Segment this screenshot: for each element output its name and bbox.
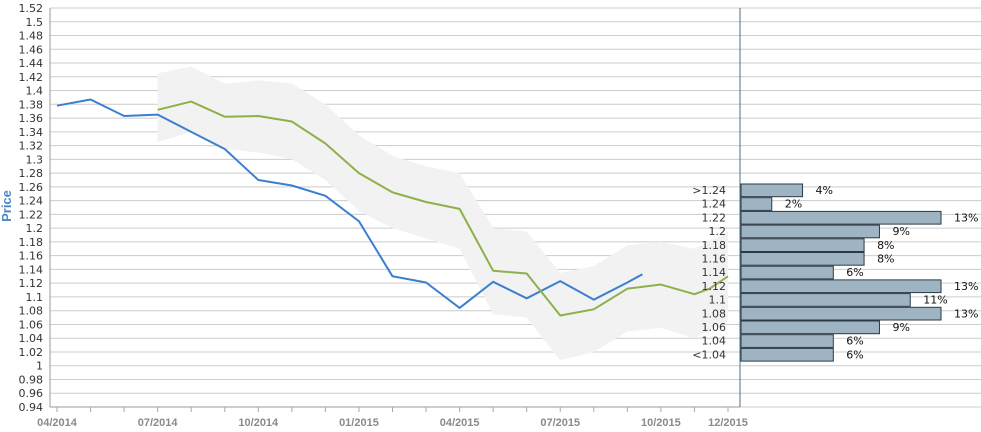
histogram-value-label: 13%: [954, 280, 978, 293]
histogram-bar: [740, 334, 834, 348]
y-tick-label: 1.46: [19, 43, 44, 56]
histogram-value-label: 4%: [816, 184, 833, 197]
y-tick-label: 1.34: [19, 126, 44, 139]
histogram-value-label: 6%: [846, 266, 863, 279]
histogram-bar: [740, 252, 865, 266]
histogram-bar: [740, 265, 834, 280]
x-tick-label: 07/2015: [540, 417, 580, 429]
forecast-confidence-band: [157, 66, 728, 361]
histogram-bar: [740, 347, 834, 362]
histogram-value-label: 8%: [877, 253, 894, 266]
y-tick-label: 1.12: [19, 277, 44, 290]
histogram-bar: [740, 197, 773, 211]
histogram-value-label: 11%: [923, 294, 947, 307]
histogram-category-label: >1.24: [692, 184, 726, 197]
histogram-value-label: 6%: [846, 335, 863, 348]
y-tick-label: 1.06: [19, 318, 44, 331]
y-tick-label: 1.5: [26, 16, 44, 29]
y-tick-label: 1.16: [19, 250, 44, 263]
histogram-value-label: 8%: [877, 239, 894, 252]
y-tick-label: 1.28: [19, 167, 44, 180]
x-tick-label: 07/2014: [138, 417, 179, 429]
histogram-category-label: 1.22: [702, 211, 727, 224]
y-tick-label: 0.96: [19, 387, 44, 400]
histogram-category-label: 1.12: [702, 280, 727, 293]
y-tick-label: 1.38: [19, 98, 44, 111]
histogram-category-label: 1.14: [702, 266, 727, 279]
y-tick-label: 1.1: [26, 291, 44, 304]
y-tick-label: 1.2: [26, 222, 44, 235]
histogram-category-label: 1.04: [702, 335, 727, 348]
histogram-value-label: 9%: [892, 225, 909, 238]
histogram-category-label: 1.08: [702, 307, 727, 320]
historical-series-line: [56, 98, 643, 309]
y-tick-label: 1.02: [19, 346, 44, 359]
histogram-bar: [740, 279, 942, 294]
histogram-category-label: 1.18: [702, 239, 727, 252]
histogram-bar: [740, 210, 942, 225]
histogram-value-label: 13%: [954, 307, 978, 320]
y-tick-label: 0.94: [19, 401, 44, 414]
y-tick-label: 1.24: [19, 195, 44, 208]
axes: [49, 8, 741, 412]
x-tick-label: 10/2014: [238, 417, 279, 429]
histogram-bar: [740, 320, 880, 335]
x-tick-label: 04/2014: [37, 417, 78, 429]
histogram-bar: [740, 293, 911, 307]
histogram-value-label: 9%: [892, 321, 909, 334]
histogram-category-label: 1.06: [702, 321, 727, 334]
y-tick-label: 1.22: [19, 208, 44, 221]
y-tick-label: 1.36: [19, 112, 44, 125]
y-tick-label: 0.98: [19, 373, 44, 386]
y-tick-label: 1.48: [19, 30, 44, 43]
y-tick-label: 1.42: [19, 71, 44, 84]
histogram-category-label: 1.24: [702, 198, 727, 211]
histogram-value-label: 6%: [846, 348, 863, 361]
y-tick-label: 1.18: [19, 236, 44, 249]
y-tick-label: 1: [36, 360, 43, 373]
x-tick-label: 12/2015: [708, 417, 748, 429]
y-tick-label: 1.52: [19, 2, 44, 15]
x-tick-label: 04/2015: [440, 417, 480, 429]
histogram-category-label: <1.04: [692, 348, 726, 361]
forecast-band: [157, 66, 728, 361]
y-tick-label: 1.44: [19, 57, 44, 70]
y-tick-label: 1.14: [19, 263, 44, 276]
x-tick-label: 10/2015: [641, 417, 681, 429]
histogram-category-label: 1.1: [709, 294, 727, 307]
y-tick-label: 1.26: [19, 181, 44, 194]
y-axis-label: Price: [0, 190, 14, 222]
histogram-category-label: 1.2: [709, 225, 727, 238]
histogram: >1.24 4% 1.24 2% 1.22 13% 1.2 9% 1.18 8% 1.16 8% 1.1…: [692, 183, 978, 362]
histogram-value-label: 2%: [785, 198, 802, 211]
histogram-bar: [740, 183, 804, 198]
y-tick-label: 1.08: [19, 305, 44, 318]
y-tick-label: 1.3: [26, 153, 44, 166]
y-tick-label: 1.04: [19, 332, 44, 345]
histogram-value-label: 13%: [954, 211, 978, 224]
histogram-bar: [740, 306, 942, 321]
x-tick-labels: 04/2014 07/2014 10/2014 01/2015 04/2015 07/20…: [37, 417, 748, 429]
y-tick-label: 1.32: [19, 140, 44, 153]
series-lines: [56, 98, 729, 317]
forecast-series-line: [157, 100, 729, 317]
y-tick-labels: 0.940.960.9811.021.041.061.081.11.121.14…: [19, 2, 44, 414]
histogram-category-label: 1.16: [702, 253, 727, 266]
x-tick-label: 01/2015: [339, 417, 379, 429]
histogram-bar: [740, 224, 880, 239]
histogram-bar: [740, 238, 865, 253]
y-tick-label: 1.4: [26, 85, 44, 98]
